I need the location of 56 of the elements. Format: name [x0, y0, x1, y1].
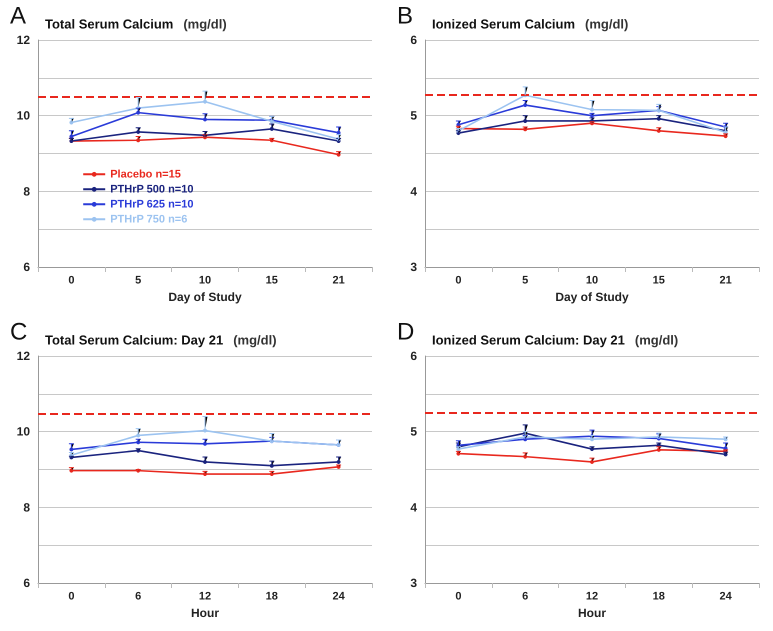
- chart-title: Ionized Serum Calcium: [432, 16, 576, 32]
- x-tick-label: 18: [266, 590, 278, 602]
- y-tick-label: 8: [23, 500, 30, 514]
- x-tick-label: 0: [68, 274, 74, 286]
- text: A: [10, 2, 26, 30]
- y-tick-label: 4: [410, 500, 418, 514]
- y-tick-label: 10: [16, 424, 30, 439]
- chart-title: Ionized Serum Calcium: Day 21: [432, 332, 625, 348]
- x-tick-label: 0: [455, 274, 462, 286]
- chart-subtitle: (mg/dl): [233, 332, 277, 348]
- x-axis-title: Day of Study: [168, 290, 242, 304]
- y-tick-label: 6: [23, 576, 30, 590]
- text: B: [397, 2, 414, 30]
- x-tick-label: 10: [586, 274, 598, 286]
- y-tick-label: 3: [410, 260, 418, 274]
- y-tick-label: 6: [410, 349, 418, 363]
- y-tick-label: 6: [23, 260, 30, 274]
- x-tick-label: 0: [455, 590, 462, 602]
- chart-subtitle: (mg/dl): [183, 16, 227, 32]
- x-tick-label: 24: [719, 590, 733, 602]
- y-tick-label: 8: [23, 184, 30, 198]
- chart-subtitle: (mg/dl): [634, 332, 678, 348]
- x-tick-label: 5: [522, 274, 528, 286]
- y-tick-label: 10: [16, 108, 30, 123]
- x-tick-label: 6: [135, 590, 142, 602]
- y-tick-label: 5: [410, 108, 418, 123]
- y-tick-label: 4: [410, 184, 418, 198]
- legend-label: Placebo n=15: [110, 168, 181, 180]
- y-tick-label: 12: [16, 33, 30, 47]
- chart-title: Total Serum Calcium: [45, 16, 174, 32]
- x-tick-label: 21: [719, 274, 732, 286]
- y-tick-label: 12: [16, 349, 30, 363]
- x-tick-label: 0: [68, 590, 74, 602]
- x-axis-title: Hour: [191, 606, 220, 620]
- legend-label: PTHrP 500 n=10: [110, 183, 194, 196]
- x-tick-label: 10: [198, 274, 212, 286]
- x-tick-label: 5: [135, 274, 142, 286]
- y-tick-label: 5: [410, 424, 418, 439]
- x-axis-title: Day of Study: [555, 290, 629, 304]
- x-tick-label: 24: [332, 590, 346, 602]
- text: D: [397, 318, 414, 346]
- legend-label: PTHrP 750 n=6: [110, 213, 188, 226]
- x-tick-label: 15: [266, 274, 278, 286]
- y-tick-label: 3: [410, 576, 418, 590]
- chart-title: Total Serum Calcium: Day 21: [45, 332, 224, 348]
- x-tick-label: 21: [332, 274, 345, 286]
- y-tick-label: 6: [410, 33, 418, 47]
- x-tick-label: 12: [586, 590, 598, 602]
- x-tick-label: 18: [652, 590, 665, 602]
- x-tick-label: 15: [652, 274, 665, 286]
- x-tick-label: 6: [522, 590, 528, 602]
- chart-subtitle: (mg/dl): [585, 16, 628, 32]
- x-tick-label: 12: [198, 590, 212, 602]
- x-axis-title: Hour: [578, 606, 606, 620]
- legend-label: PTHrP 625 n=10: [110, 198, 194, 210]
- text: C: [10, 318, 28, 346]
